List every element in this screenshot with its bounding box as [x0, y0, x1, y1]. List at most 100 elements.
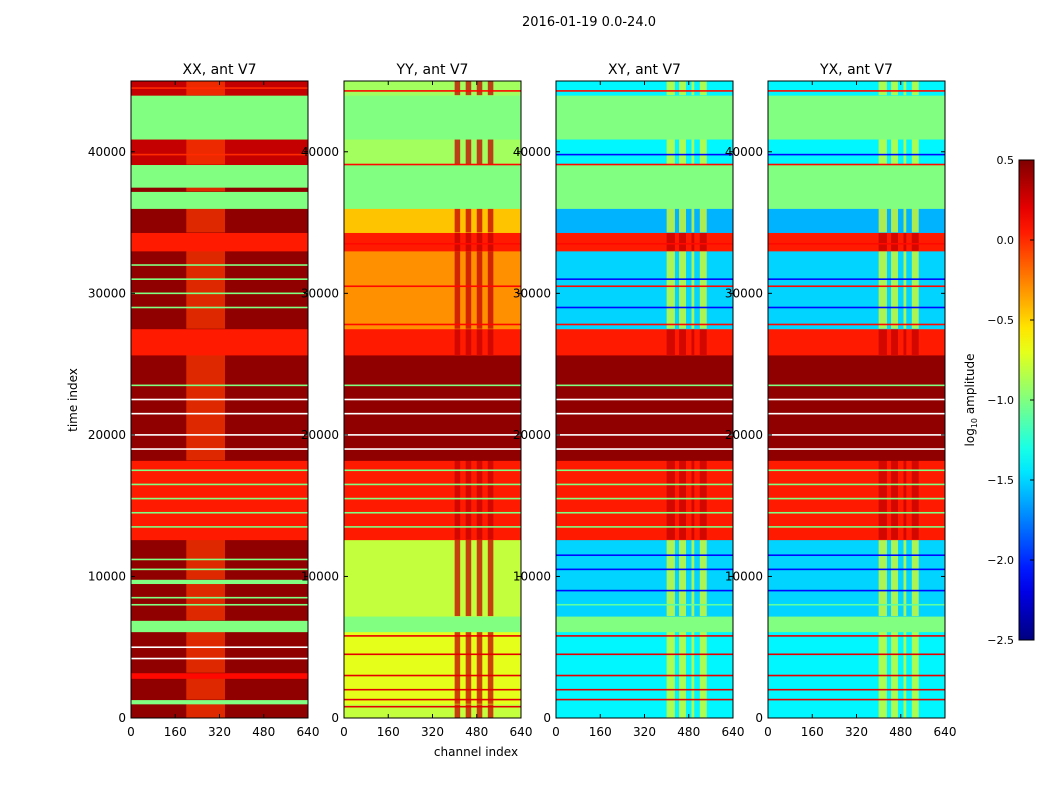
heatmap-stripe: [344, 688, 521, 691]
y-tick-label: 30000: [88, 286, 126, 300]
y-tick-label: 0: [118, 711, 126, 725]
heatmap-stripe: [556, 497, 733, 500]
panel-0: XX, ant V7 0 160 320 480 640 0 10000 20000 30000 4…: [88, 62, 320, 739]
heatmap-stripe: [768, 398, 945, 401]
heatmap-band: [131, 460, 308, 541]
rfi-streak: [476, 703, 483, 718]
rfi-streak: [679, 328, 686, 355]
rfi-streak: [476, 81, 483, 96]
y-tick-label: 40000: [725, 145, 763, 159]
heatmap-stripe: [556, 469, 733, 472]
rfi-streak: [476, 328, 483, 355]
rfi-streak: [878, 208, 887, 233]
x-tick-label: 0: [552, 725, 560, 739]
rfi-streak: [903, 232, 907, 251]
heatmap-stripe: [556, 384, 733, 387]
heatmap-stripe: [556, 635, 733, 637]
heatmap-stripe: [768, 674, 945, 677]
heatmap-stripe: [768, 323, 945, 326]
rfi-streak: [891, 250, 898, 329]
colorbar-tick-label: −2.5: [987, 634, 1014, 647]
heatmap-band: [131, 95, 308, 140]
rfi-streak: [911, 460, 919, 540]
heatmap-band: [344, 328, 521, 356]
heatmap-band: [131, 328, 308, 356]
rfi-streak: [454, 539, 461, 617]
heatmap-band: [344, 631, 521, 705]
rfi-streak: [454, 250, 461, 329]
heatmap-stripe: [344, 526, 521, 528]
heatmap-stripe: [768, 653, 945, 656]
heatmap-stripe: [556, 603, 733, 606]
heatmap-stripe: [768, 698, 945, 701]
y-tick-label: 30000: [513, 286, 551, 300]
heatmap-stripe: [556, 163, 733, 166]
heatmap-stripe: [344, 323, 521, 326]
rfi-streak: [454, 703, 461, 718]
rfi-streak: [465, 250, 472, 329]
heatmap-stripe: [344, 242, 521, 245]
rfi-streak: [878, 539, 887, 617]
rfi-streak: [454, 81, 461, 96]
heatmap-stripe: [131, 398, 308, 401]
rfi-streak: [465, 460, 472, 540]
heatmap-stripe: [344, 412, 521, 415]
rfi-streak: [699, 139, 707, 165]
heatmap-stripe: [344, 90, 521, 92]
heatmap-stripe: [131, 87, 308, 89]
rfi-streak: [699, 208, 707, 233]
channel-highlight: [186, 631, 226, 673]
rfi-streak: [679, 232, 686, 251]
y-axis-label: time index: [66, 368, 80, 432]
rfi-streak: [878, 81, 887, 96]
rfi-streak: [487, 232, 494, 251]
x-tick-label: 0: [340, 725, 348, 739]
y-tick-label: 10000: [513, 569, 551, 583]
heatmap-stripe: [556, 412, 733, 415]
heatmap-stripe: [131, 264, 308, 266]
y-tick-label: 0: [755, 711, 763, 725]
heatmap-stripe: [768, 568, 945, 571]
rfi-streak: [666, 460, 675, 540]
panel-title: XX, ant V7: [183, 62, 257, 78]
figure-title: 2016-01-19 0.0-24.0: [522, 15, 656, 30]
rfi-streak: [454, 232, 461, 251]
colorbar-tick-label: −0.5: [987, 314, 1014, 327]
rfi-streak: [691, 328, 695, 355]
rfi-streak: [699, 460, 707, 540]
heatmap-stripe: [556, 153, 733, 156]
rfi-streak: [903, 328, 907, 355]
heatmap-stripe: [131, 646, 308, 649]
heatmap-stripe: [768, 635, 945, 637]
heatmap-band: [768, 616, 945, 633]
heatmap-stripe: [131, 153, 308, 156]
heatmap-band: [556, 616, 733, 633]
heatmap-stripe: [556, 526, 733, 528]
heatmap-band: [768, 95, 945, 140]
rfi-streak: [679, 139, 686, 165]
y-tick-label: 0: [543, 711, 551, 725]
rfi-streak: [666, 232, 675, 251]
channel-highlight: [186, 250, 226, 329]
heatmap-band: [344, 139, 521, 166]
x-tick-label: 160: [589, 725, 612, 739]
heatmap-stripe: [768, 278, 945, 280]
heatmap-stripe: [768, 603, 945, 606]
heatmap-stripe: [131, 412, 308, 415]
x-axis-label: channel index: [434, 745, 518, 759]
x-tick-label: 160: [164, 725, 187, 739]
y-tick-label: 40000: [513, 145, 551, 159]
heatmap-stripe: [131, 292, 308, 295]
heatmap-stripe: [131, 384, 308, 387]
rfi-streak: [878, 139, 887, 165]
channel-highlight: [186, 139, 226, 165]
heatmap-band: [344, 616, 521, 633]
rfi-streak: [679, 208, 686, 233]
rfi-streak: [487, 139, 494, 165]
x-tick-label: 480: [677, 725, 700, 739]
heatmap-stripe: [131, 448, 308, 450]
rfi-streak: [487, 328, 494, 355]
heatmap-stripe: [131, 306, 308, 309]
y-tick-label: 40000: [301, 145, 339, 159]
rfi-streak: [465, 539, 472, 617]
